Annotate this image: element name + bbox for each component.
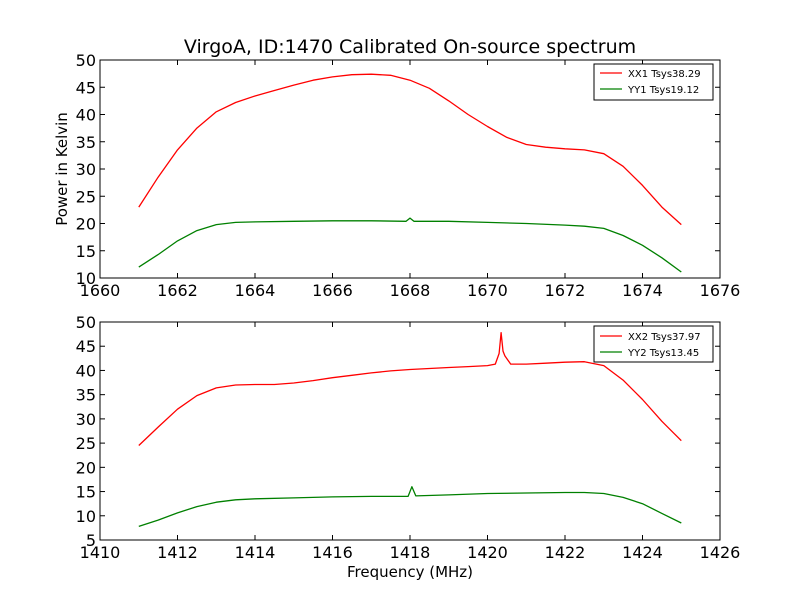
- x-tick-label: 1664: [235, 281, 276, 300]
- x-tick-label: 1418: [390, 543, 431, 562]
- x-tick-label: 1412: [157, 543, 198, 562]
- legend-label-xx1: XX1 Tsys38.29: [628, 69, 701, 80]
- y-tick-label: 30: [76, 160, 96, 179]
- y-tick-label: 15: [76, 242, 96, 261]
- x-tick-label: 1674: [622, 281, 663, 300]
- x-tick-label: 1670: [467, 281, 508, 300]
- bottom-chart: Frequency (MHz) 1410 1412 1414 1416 1418 1420…: [76, 313, 741, 581]
- y-tick-label: 20: [76, 458, 96, 477]
- y-tick-label: 35: [76, 386, 96, 405]
- y-tick-label: 25: [76, 187, 96, 206]
- y-tick-label: 25: [76, 434, 96, 453]
- legend-label-xx2: XX2 Tsys37.97: [628, 332, 701, 343]
- series-line-1: [138, 217, 682, 273]
- series-line-1: [138, 486, 682, 528]
- y-tick-label: 10: [76, 507, 96, 526]
- legend-label-yy1: YY1 Tsys19.12: [627, 85, 699, 96]
- x-tick-label: 1662: [157, 281, 198, 300]
- x-tick-label: 1672: [545, 281, 586, 300]
- x-tick-label: 1422: [545, 543, 586, 562]
- top-chart: VirgoA, ID:1470 Calibrated On-source spe…: [53, 36, 740, 300]
- chart-title: VirgoA, ID:1470 Calibrated On-source spe…: [184, 36, 636, 58]
- legend-box: [593, 63, 714, 101]
- bottom-plot-area: 1410 1412 1414 1416 1418 1420 1422 1424 1426 5 10 1…: [76, 313, 741, 562]
- y-tick-label: 10: [76, 269, 96, 288]
- y-tick-label: 45: [76, 337, 96, 356]
- x-tick-label: 1416: [312, 543, 353, 562]
- y-tick-label: 40: [76, 361, 96, 380]
- y-tick-label: 50: [76, 51, 96, 70]
- x-tick-label: 1668: [390, 281, 431, 300]
- x-tick-label: 1666: [312, 281, 353, 300]
- y-tick-label: 15: [76, 483, 96, 502]
- y-axis-label: Power in Kelvin: [53, 112, 71, 226]
- y-tick-label: 35: [76, 133, 96, 152]
- y-tick-label: 40: [76, 106, 96, 125]
- top-plot-area: 1660 1662 1664 1666 1668 1670 1672 1674 1676 10 15…: [76, 51, 741, 300]
- series-line-0: [138, 332, 682, 446]
- x-tick-label: 1424: [622, 543, 663, 562]
- y-tick-label: 5: [86, 531, 96, 550]
- x-axis-label: Frequency (MHz): [347, 563, 473, 581]
- x-tick-label: 1420: [467, 543, 508, 562]
- legend-label-yy2: YY2 Tsys13.45: [627, 348, 699, 359]
- top-legend: XX1 Tsys38.29 YY1 Tsys19.12: [593, 63, 714, 101]
- x-tick-label: 1676: [700, 281, 741, 300]
- x-tick-label: 1414: [235, 543, 276, 562]
- x-tick-label: 1660: [80, 281, 121, 300]
- bottom-legend: XX2 Tsys37.97 YY2 Tsys13.45: [593, 325, 714, 363]
- x-tick-label: 1410: [80, 543, 121, 562]
- y-tick-label: 50: [76, 313, 96, 332]
- legend-box: [593, 325, 714, 363]
- y-tick-label: 30: [76, 410, 96, 429]
- series-line-0: [138, 73, 682, 226]
- y-tick-label: 20: [76, 215, 96, 234]
- y-tick-label: 45: [76, 78, 96, 97]
- x-tick-label: 1426: [700, 543, 741, 562]
